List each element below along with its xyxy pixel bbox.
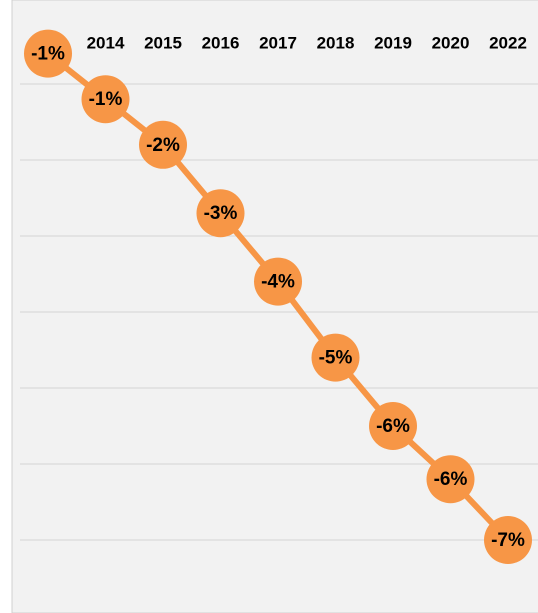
x-tick-label: 2015 [144,33,182,52]
data-point [254,257,302,306]
data-label: -1% [89,89,123,110]
data-point [139,120,187,169]
x-tick-label: 2014 [87,33,125,52]
data-label: -7% [491,530,525,551]
data-point [81,75,130,124]
data-point [24,29,72,78]
data-label: -4% [261,272,295,293]
x-tick-label: 2022 [489,33,527,52]
data-label: -1% [31,44,65,65]
data-label: -3% [204,203,238,224]
data-point [311,333,360,382]
x-tick-label: 2020 [432,33,470,52]
data-point [196,189,245,238]
x-tick-label: 2019 [374,33,412,52]
data-label: -6% [376,416,410,437]
data-point [369,402,417,450]
x-tick-label: 2018 [317,33,355,52]
data-label: -6% [434,469,468,490]
data-label: -2% [146,135,180,156]
data-point [426,455,475,504]
data-label: -5% [319,348,353,369]
data-point [484,516,532,564]
x-tick-label: 2016 [202,33,240,52]
x-tick-label: 2017 [259,33,297,52]
